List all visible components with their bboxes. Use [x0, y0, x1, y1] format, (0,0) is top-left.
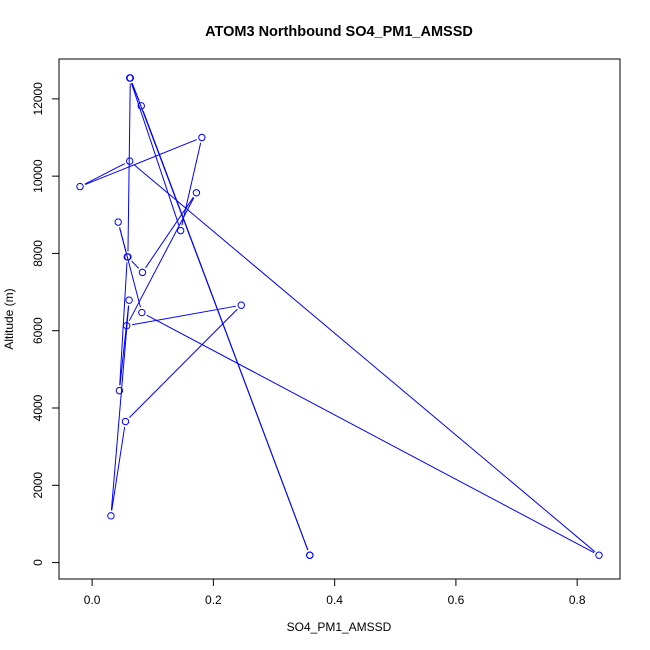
data-point: [306, 551, 314, 559]
series-segment: [133, 164, 596, 553]
series-segment: [132, 305, 236, 326]
data-point: [107, 512, 115, 520]
series-segment: [128, 308, 238, 418]
data-point: [114, 218, 122, 226]
series-segment: [181, 142, 202, 226]
data-point: [138, 268, 147, 277]
data-point: [595, 551, 603, 559]
y-axis-label: Altitude (m): [2, 288, 16, 349]
y-tick-label: 8000: [31, 240, 45, 267]
data-point: [126, 157, 134, 165]
x-axis: 0.0 0.2 0.4 0.6 0.8: [84, 578, 586, 607]
y-tick-label: 10000: [31, 159, 45, 193]
data-point: [192, 189, 201, 197]
data-point: [138, 308, 146, 317]
series-layer: [76, 74, 603, 559]
series-segment: [146, 314, 595, 554]
x-tick-label: 0.8: [569, 593, 586, 607]
y-tick-label: 12000: [31, 82, 45, 116]
y-axis: 0 2000 4000 6000 8000 10000 12000: [31, 82, 60, 566]
series-segment: [128, 197, 195, 322]
series-segment: [130, 83, 180, 226]
plot-area-frame: [58, 58, 621, 580]
series-segment: [131, 260, 140, 269]
x-tick-label: 0.0: [84, 593, 101, 607]
series-segment: [84, 163, 126, 185]
x-axis-label: SO4_PM1_AMSSD: [287, 620, 392, 634]
data-point: [137, 102, 145, 110]
data-point: [176, 226, 185, 235]
x-tick-label: 0.2: [205, 593, 222, 607]
chart-title: ATOM3 Northbound SO4_PM1_AMSSD: [205, 24, 473, 40]
series-segment: [119, 227, 127, 252]
series-segment: [84, 139, 197, 185]
x-tick-label: 0.4: [326, 593, 343, 607]
data-point: [121, 417, 130, 426]
y-tick-label: 4000: [31, 394, 45, 421]
y-tick-label: 2000: [31, 472, 45, 499]
series-segment: [110, 305, 130, 511]
data-point: [124, 253, 132, 261]
data-point: [125, 296, 133, 304]
data-point: [198, 133, 206, 142]
x-tick-label: 0.6: [448, 593, 465, 607]
series-segment: [145, 197, 194, 269]
data-point: [126, 74, 135, 82]
series-segment: [127, 83, 131, 252]
data-point: [76, 182, 84, 191]
series-segment: [131, 82, 309, 551]
series-segment: [119, 262, 128, 386]
data-point: [237, 301, 245, 309]
y-tick-label: 0: [31, 559, 45, 566]
data-point: [122, 321, 131, 330]
series-segment: [111, 426, 126, 511]
y-tick-label: 6000: [31, 317, 45, 344]
data-point: [115, 386, 124, 395]
